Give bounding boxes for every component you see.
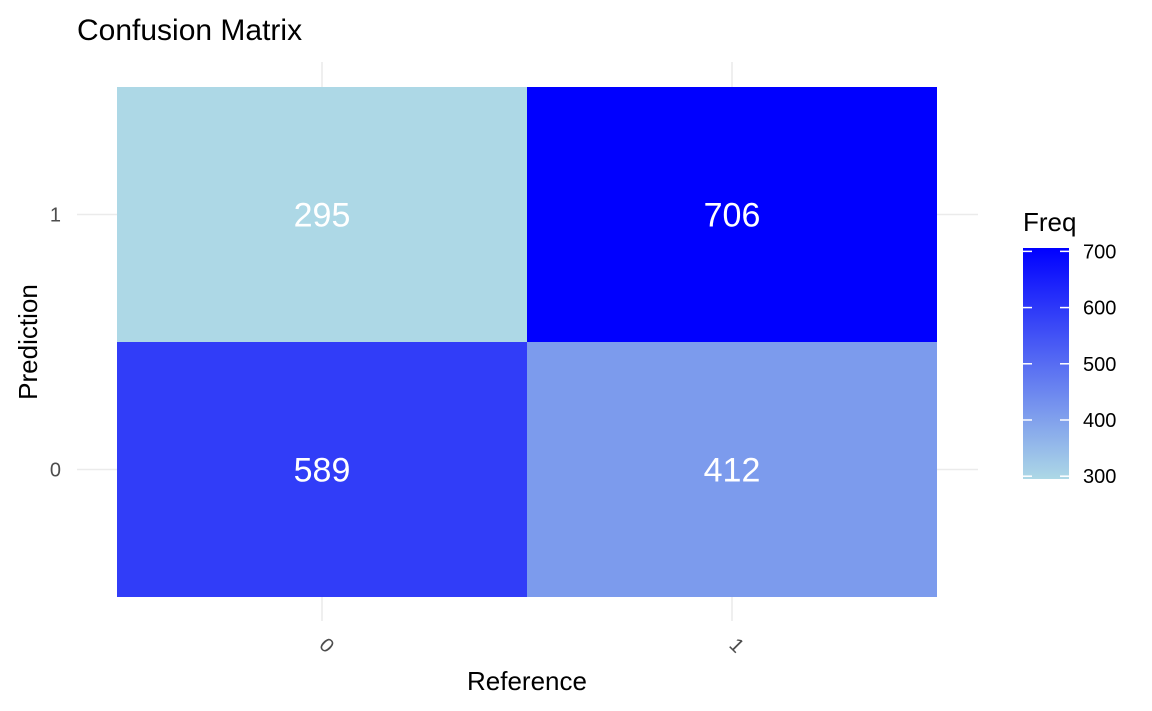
y-axis-ticks: 01 — [50, 205, 61, 482]
cell-value-label: 589 — [294, 452, 351, 490]
x-tick-label: 0 — [315, 634, 338, 657]
legend-tick-label: 500 — [1083, 354, 1116, 376]
legend-tick-label: 300 — [1083, 466, 1116, 488]
cell-value-label: 412 — [704, 452, 761, 490]
color-legend: Freq 300 400 500 600 700 — [1023, 207, 1116, 488]
cell-value-label: 295 — [294, 197, 351, 235]
legend-title: Freq — [1023, 207, 1076, 237]
legend-tick-label: 600 — [1083, 298, 1116, 320]
y-tick-label: 1 — [50, 205, 61, 227]
heatmap-cells — [117, 87, 937, 597]
cell-value-label: 706 — [704, 197, 761, 235]
y-axis-title: Prediction — [13, 284, 43, 400]
y-tick-label: 0 — [50, 460, 61, 482]
legend-tick-label: 700 — [1083, 241, 1116, 263]
x-tick-label: 1 — [725, 634, 748, 657]
x-axis-title: Reference — [467, 666, 587, 696]
chart-title: Confusion Matrix — [77, 14, 302, 47]
legend-tick-label: 400 — [1083, 410, 1116, 432]
